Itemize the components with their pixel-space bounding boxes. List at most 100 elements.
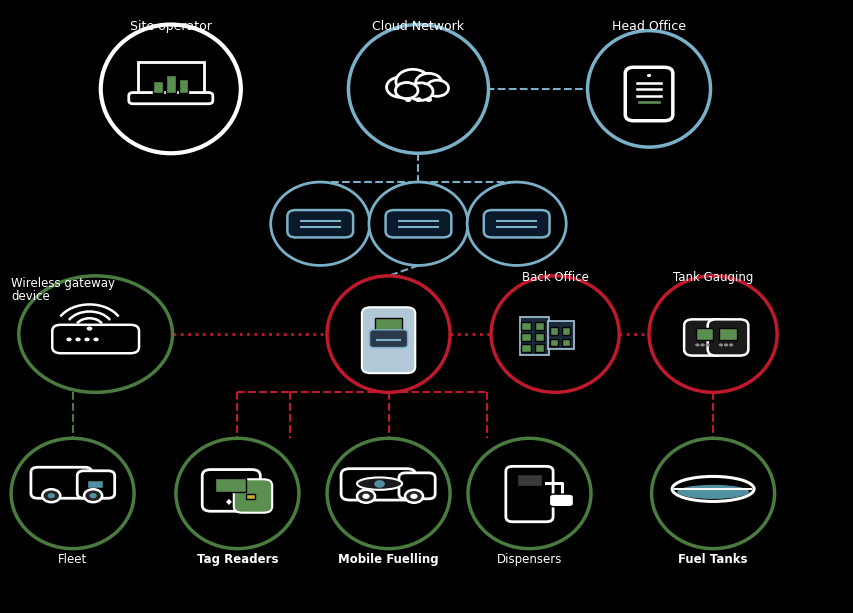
FancyBboxPatch shape [505,466,553,522]
FancyBboxPatch shape [718,329,736,340]
FancyBboxPatch shape [374,318,402,331]
Circle shape [705,343,709,346]
FancyBboxPatch shape [683,319,724,356]
FancyBboxPatch shape [521,344,530,352]
Circle shape [67,338,72,341]
FancyBboxPatch shape [165,75,176,93]
Circle shape [425,97,432,102]
Circle shape [386,77,415,97]
Circle shape [362,493,369,499]
Ellipse shape [176,438,299,549]
FancyBboxPatch shape [247,494,255,499]
Text: Dispensers: Dispensers [496,553,561,566]
Ellipse shape [11,438,134,549]
FancyBboxPatch shape [707,319,747,356]
Ellipse shape [467,438,590,549]
FancyBboxPatch shape [549,327,558,335]
Ellipse shape [587,31,710,147]
Circle shape [84,338,90,341]
Ellipse shape [467,182,566,265]
Circle shape [357,490,374,503]
Ellipse shape [19,276,172,392]
Circle shape [42,489,61,502]
Circle shape [415,97,421,102]
FancyBboxPatch shape [77,471,114,498]
Circle shape [48,493,55,498]
FancyBboxPatch shape [521,321,530,330]
Circle shape [646,74,651,77]
Ellipse shape [357,478,402,490]
Circle shape [93,338,99,341]
Ellipse shape [327,438,450,549]
FancyBboxPatch shape [534,321,543,330]
FancyBboxPatch shape [561,338,569,346]
FancyBboxPatch shape [547,321,574,349]
Text: Wireless gateway: Wireless gateway [11,277,115,290]
FancyBboxPatch shape [87,480,102,488]
FancyBboxPatch shape [695,329,712,340]
Ellipse shape [270,182,369,265]
FancyBboxPatch shape [548,494,573,507]
Circle shape [396,69,429,94]
Ellipse shape [671,476,753,501]
Circle shape [395,83,417,99]
Circle shape [426,80,448,96]
Circle shape [404,490,422,503]
Ellipse shape [648,276,776,392]
Text: Tag Readers: Tag Readers [196,553,278,566]
FancyBboxPatch shape [369,330,407,348]
FancyBboxPatch shape [561,327,569,335]
FancyBboxPatch shape [483,210,549,237]
Ellipse shape [327,276,450,392]
Circle shape [408,83,432,101]
Circle shape [409,493,417,499]
Ellipse shape [676,485,748,499]
FancyBboxPatch shape [129,93,212,104]
FancyBboxPatch shape [340,469,415,500]
Circle shape [404,97,411,102]
FancyBboxPatch shape [534,333,543,341]
FancyBboxPatch shape [287,210,353,237]
Text: ◆: ◆ [226,497,232,506]
FancyBboxPatch shape [153,81,163,93]
Circle shape [90,493,96,498]
Circle shape [694,343,699,346]
Text: Head Office: Head Office [612,20,685,32]
FancyBboxPatch shape [234,479,272,512]
FancyBboxPatch shape [624,67,672,121]
FancyBboxPatch shape [386,210,451,237]
FancyBboxPatch shape [52,325,139,353]
FancyBboxPatch shape [202,470,260,511]
Circle shape [86,327,92,330]
Circle shape [75,338,80,341]
Text: Fuel Tanks: Fuel Tanks [677,553,747,566]
Ellipse shape [101,25,241,153]
Text: Cloud Network: Cloud Network [372,20,464,32]
FancyBboxPatch shape [534,344,543,352]
Circle shape [723,343,728,346]
FancyBboxPatch shape [31,467,91,498]
FancyBboxPatch shape [137,62,204,98]
Ellipse shape [348,25,488,153]
Circle shape [699,343,704,346]
FancyBboxPatch shape [215,478,246,492]
Circle shape [374,480,385,488]
Circle shape [718,343,722,346]
FancyBboxPatch shape [362,307,415,373]
Circle shape [728,343,733,346]
FancyBboxPatch shape [521,333,530,341]
Text: Back Office: Back Office [521,271,588,284]
FancyBboxPatch shape [516,474,542,486]
FancyBboxPatch shape [178,79,189,93]
Text: device: device [11,290,49,303]
Text: Mobile Fuelling: Mobile Fuelling [338,553,438,566]
Circle shape [415,74,442,92]
Text: Fleet: Fleet [58,553,87,566]
FancyBboxPatch shape [549,338,558,346]
FancyBboxPatch shape [636,100,660,104]
Circle shape [84,489,102,502]
Ellipse shape [651,438,774,549]
Ellipse shape [368,182,467,265]
FancyBboxPatch shape [519,317,548,355]
Ellipse shape [490,276,618,392]
